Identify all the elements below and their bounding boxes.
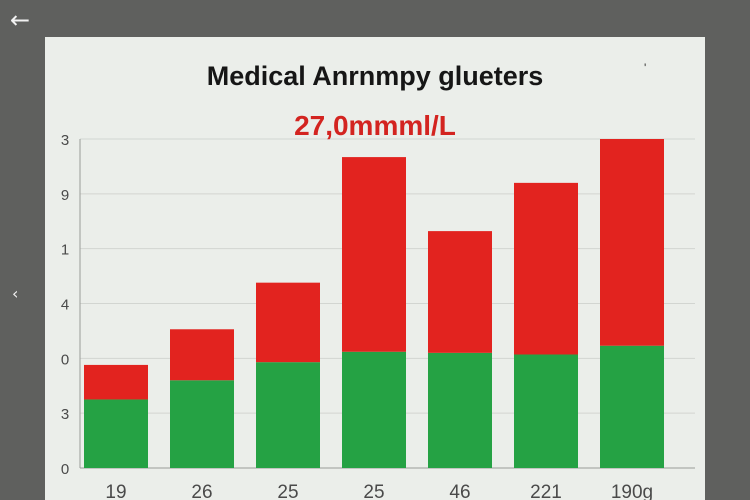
x-tick-label: 19 (105, 482, 126, 500)
bar-green (342, 351, 406, 468)
bar-red (600, 139, 664, 346)
corner-mark: ' (644, 61, 647, 75)
bar-red (84, 364, 148, 400)
x-tick-label: 25 (277, 482, 298, 500)
bar-green (84, 399, 148, 468)
chart-title: Medical Anrnmpy glueters (206, 61, 544, 91)
chart-subtitle: 27,0mmml/L (294, 110, 456, 141)
bar-green (514, 354, 578, 468)
bar-red (342, 157, 406, 352)
back-arrow-icon[interactable]: ← (10, 6, 31, 34)
y-tick-label: 3 (61, 406, 69, 423)
bar-green (256, 362, 320, 468)
bar-green (428, 352, 492, 468)
x-tick-label: 221 (530, 482, 562, 500)
x-tick-label: 46 (449, 482, 470, 500)
y-tick-label: 0 (61, 351, 69, 368)
bar-chart: 3 9 1 4 0 3 0 19 26 25 25 46 221 190g (61, 132, 695, 500)
x-tick-label: 190g (611, 482, 653, 500)
y-tick-label: 3 (61, 132, 69, 149)
bar-green (170, 380, 234, 468)
y-tick-label: 4 (61, 297, 69, 314)
x-tick-label: 25 (363, 482, 384, 500)
bar-red (256, 282, 320, 363)
bar-red (170, 329, 234, 381)
side-chevron-left-icon[interactable]: ‹ (12, 284, 19, 303)
y-tick-label: 9 (61, 187, 69, 204)
bar-green (600, 345, 664, 468)
y-tick-label: 1 (61, 242, 69, 259)
bar-red (514, 182, 578, 355)
chart-panel: 3 9 1 4 0 3 0 19 26 25 25 46 221 190g Medical Anrnmpy… (45, 37, 705, 500)
bar-red (428, 231, 492, 353)
x-tick-label: 26 (191, 482, 212, 500)
y-tick-label: 0 (61, 461, 69, 478)
